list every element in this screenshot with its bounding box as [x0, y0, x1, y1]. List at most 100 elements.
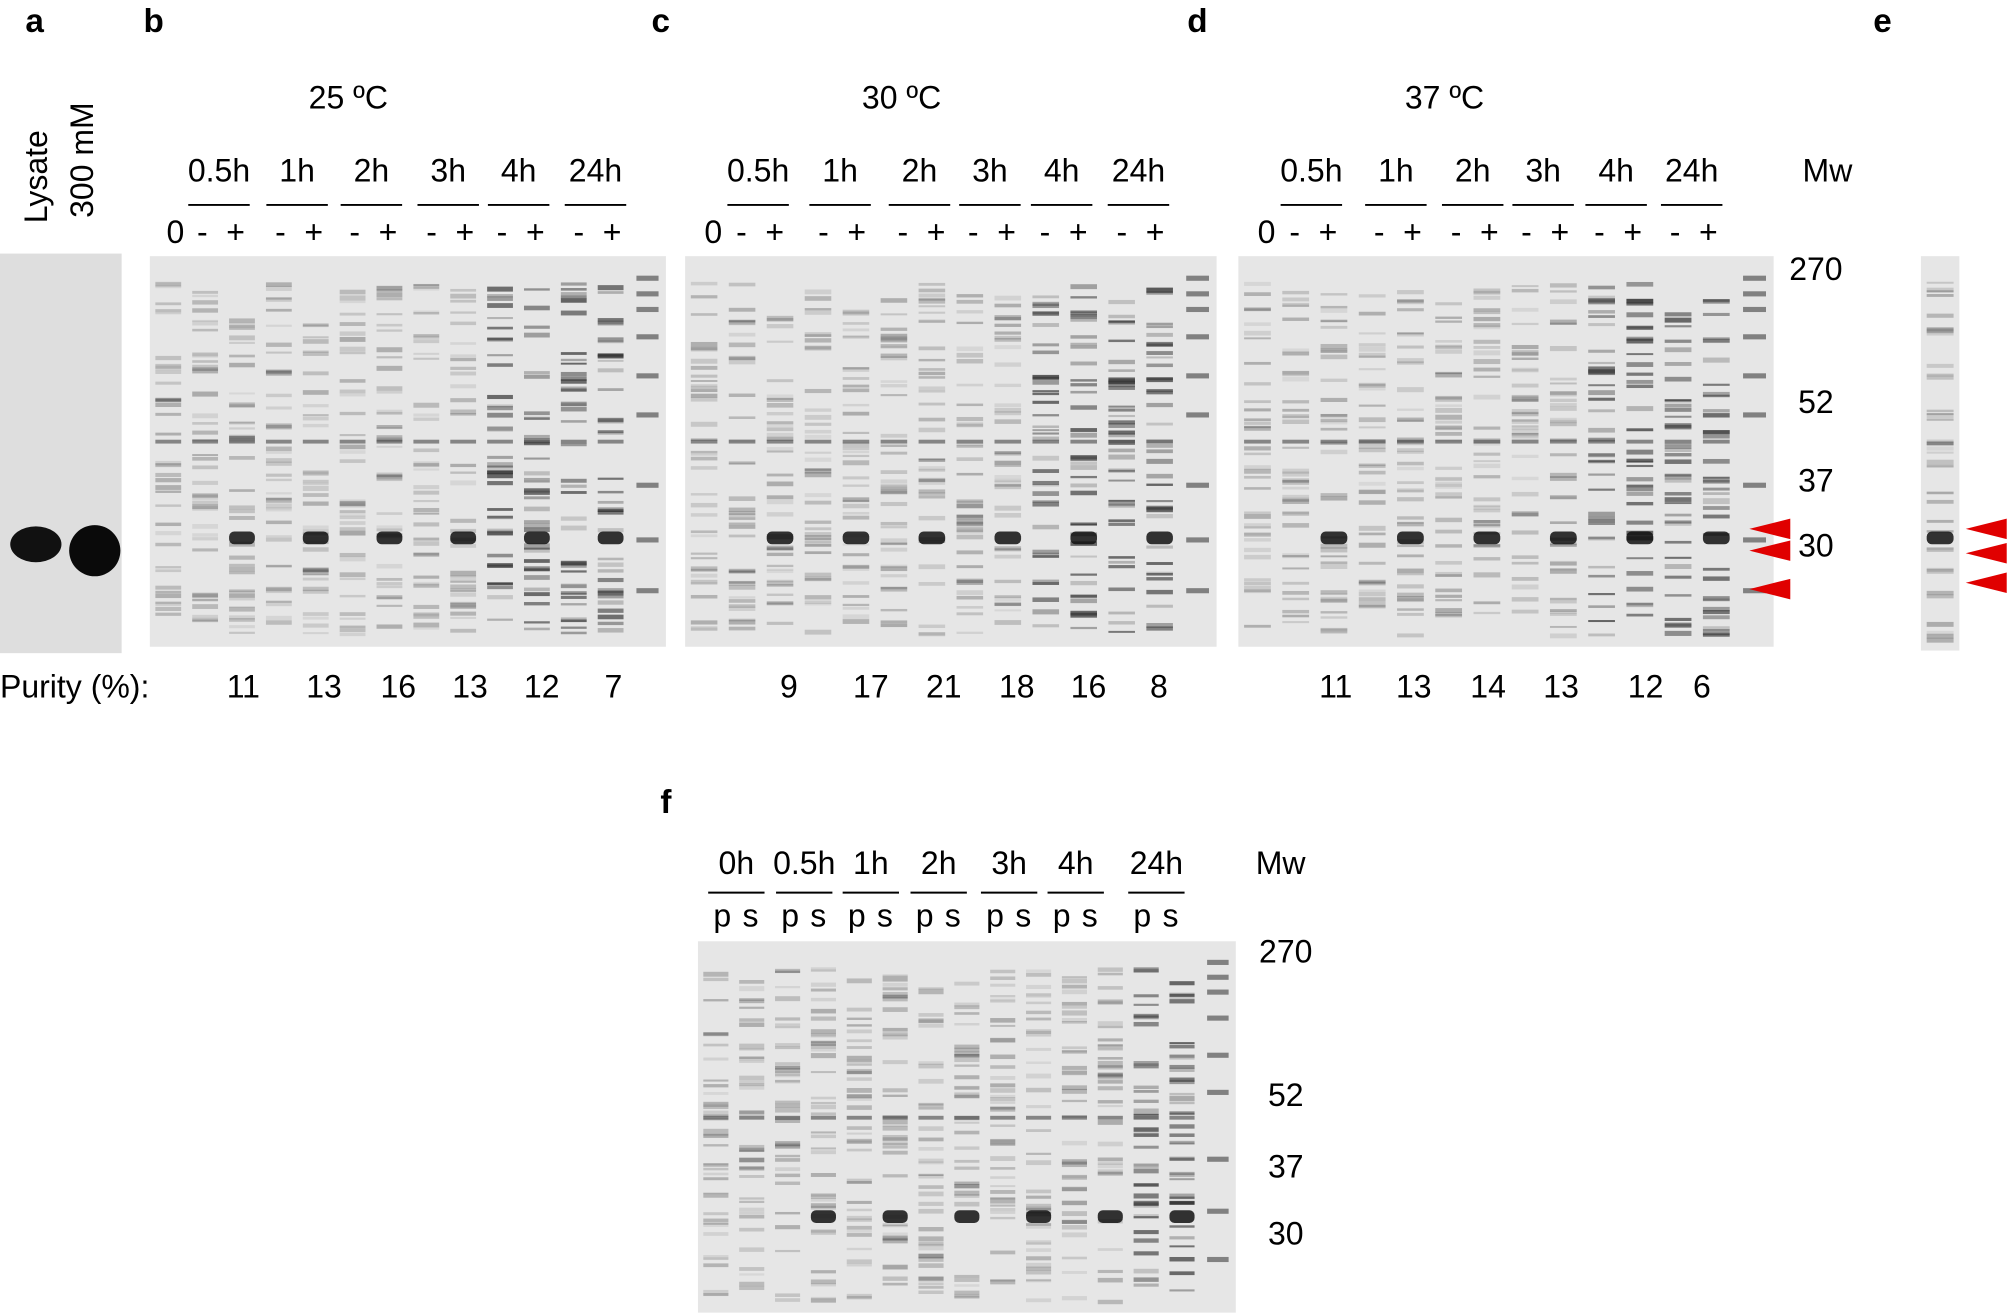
gel-band: [1664, 556, 1692, 559]
gel-band: [597, 562, 624, 567]
gel-band: [880, 526, 908, 529]
gel-band: [1702, 478, 1730, 483]
gel-band: [954, 1115, 980, 1120]
gel-band: [882, 982, 908, 987]
gel-band: [1588, 453, 1615, 458]
panel-label: f: [660, 784, 672, 821]
gel-band: [1588, 349, 1615, 353]
gel-band: [1169, 1115, 1195, 1120]
gel-band: [1108, 501, 1135, 506]
gel-band: [990, 969, 1016, 974]
gel-band: [1244, 590, 1271, 594]
gel-band: [882, 991, 908, 996]
gel-band: [728, 319, 756, 323]
gel-band: [1133, 1113, 1159, 1116]
gel-band: [1588, 369, 1615, 375]
gel-band: [1320, 598, 1348, 603]
gel-band: [766, 450, 794, 453]
gel-band: [1108, 414, 1135, 418]
gel-band: [994, 596, 1022, 602]
gel-band: [1169, 1064, 1195, 1069]
time-label: 2h: [902, 152, 938, 188]
gel-band: [1511, 597, 1539, 602]
gel-band: [229, 567, 255, 572]
gel-band: [918, 282, 946, 286]
gel-band: [766, 499, 794, 505]
gel-band: [690, 579, 718, 584]
gel-band: [1032, 480, 1060, 485]
gel-band: [775, 970, 801, 973]
gel-band: [880, 484, 908, 490]
gel-band: [487, 481, 513, 486]
gel-band: [265, 308, 292, 312]
gel-band: [810, 967, 836, 970]
gel-band: [880, 439, 908, 444]
gel-band: [880, 490, 908, 495]
gel-band: [597, 291, 624, 294]
gel-band: [560, 595, 587, 599]
gel-band: [846, 1097, 872, 1101]
gel-band: [1032, 624, 1060, 628]
gel-band: [1511, 307, 1539, 312]
gel-band: [842, 603, 870, 607]
gel-band: [1435, 594, 1463, 598]
gel-band: [703, 1102, 729, 1107]
gel-band: [413, 357, 440, 360]
gel-band: [1549, 569, 1577, 574]
gel-band: [1358, 597, 1386, 602]
gel-band: [339, 336, 366, 342]
gel-band: [1282, 480, 1310, 485]
gel-band: [1702, 383, 1730, 386]
gel-band: [1032, 295, 1060, 299]
gel-band: [1032, 555, 1060, 558]
gel-band: [918, 288, 946, 293]
gel-band: [1664, 474, 1692, 480]
gel-band: [690, 374, 718, 378]
gel-band: [739, 1197, 765, 1200]
gel-band: [1133, 1016, 1159, 1020]
gel-band: [880, 380, 908, 383]
gel-band: [265, 535, 292, 538]
gel-band: [766, 397, 794, 403]
gel-band: [1032, 502, 1060, 507]
gel-band: [1549, 346, 1577, 352]
gel-band: [1032, 400, 1060, 404]
gel-band: [192, 367, 219, 371]
gel-band: [690, 573, 718, 578]
marker-band: [636, 412, 659, 418]
gel-band: [1320, 305, 1348, 309]
gel-band: [1588, 323, 1615, 327]
gel-band: [1473, 452, 1501, 456]
purity-value: 21: [926, 668, 962, 704]
gel-band: [882, 1007, 908, 1012]
gel-band: [775, 1141, 801, 1147]
gel-band: [1435, 427, 1463, 431]
gel-band: [1061, 1085, 1087, 1091]
gel-band: [192, 360, 219, 363]
gel-band: [302, 573, 329, 576]
gel-band: [1133, 1183, 1159, 1187]
gel-band: [1169, 1042, 1195, 1045]
gel-band: [1626, 312, 1654, 318]
gel-band: [1664, 459, 1692, 464]
gel-band: [1926, 363, 1954, 368]
gel-band: [880, 298, 908, 303]
gel-band: [739, 999, 765, 1004]
gel-band: [739, 1285, 765, 1291]
lane-label: +: [997, 214, 1016, 250]
gel-band: [1473, 544, 1501, 547]
gel-band: [766, 593, 794, 596]
gel-band: [1282, 478, 1310, 482]
gel-band: [1511, 584, 1539, 590]
gel-band: [1664, 439, 1692, 444]
gel-band: [560, 310, 587, 316]
gel-band: [265, 615, 292, 621]
gel-band: [954, 1091, 980, 1097]
gel-band: [1664, 376, 1692, 382]
gel-band: [954, 1210, 980, 1224]
gel-band: [229, 515, 255, 520]
gel-band: [1061, 1115, 1087, 1120]
gel-band: [846, 1126, 872, 1130]
gel-band: [1032, 524, 1060, 530]
gel-band: [846, 1233, 872, 1237]
